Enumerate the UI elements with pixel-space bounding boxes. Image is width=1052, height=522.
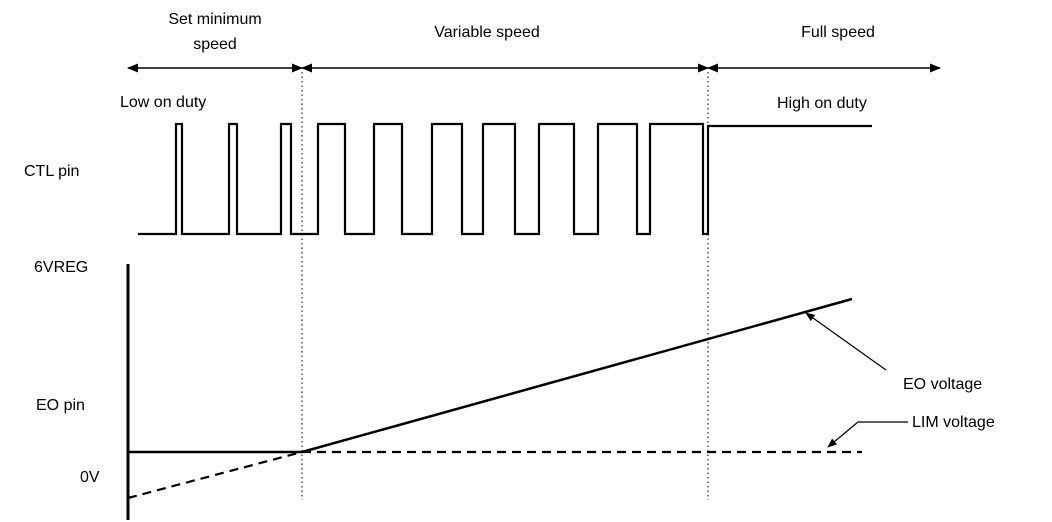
lim-voltage-label: LIM voltage (912, 414, 995, 431)
level-0v-label: 0V (80, 469, 100, 486)
eo-voltage-ramp-line (301, 297, 853, 454)
region-set-minimum-line2: speed (193, 36, 237, 53)
ctl-pin-label: CTL pin (24, 163, 79, 180)
low-on-duty-label: Low on duty (120, 94, 206, 111)
region-variable-speed: Variable speed (434, 24, 540, 41)
eo-voltage-pointer (805, 312, 887, 371)
eo-pin-label: EO pin (36, 397, 85, 414)
region-set-minimum-line1: Set minimum (168, 11, 261, 28)
lim-voltage-pointer (827, 421, 908, 448)
eo-voltage-label: EO voltage (903, 376, 982, 393)
level-6vreg-label: 6VREG (34, 259, 88, 276)
high-on-duty-label: High on duty (777, 95, 867, 112)
region-full-speed: Full speed (801, 24, 875, 41)
ctl-pwm-waveform (138, 122, 872, 236)
lim-voltage-ramp-dashed (127, 450, 303, 500)
